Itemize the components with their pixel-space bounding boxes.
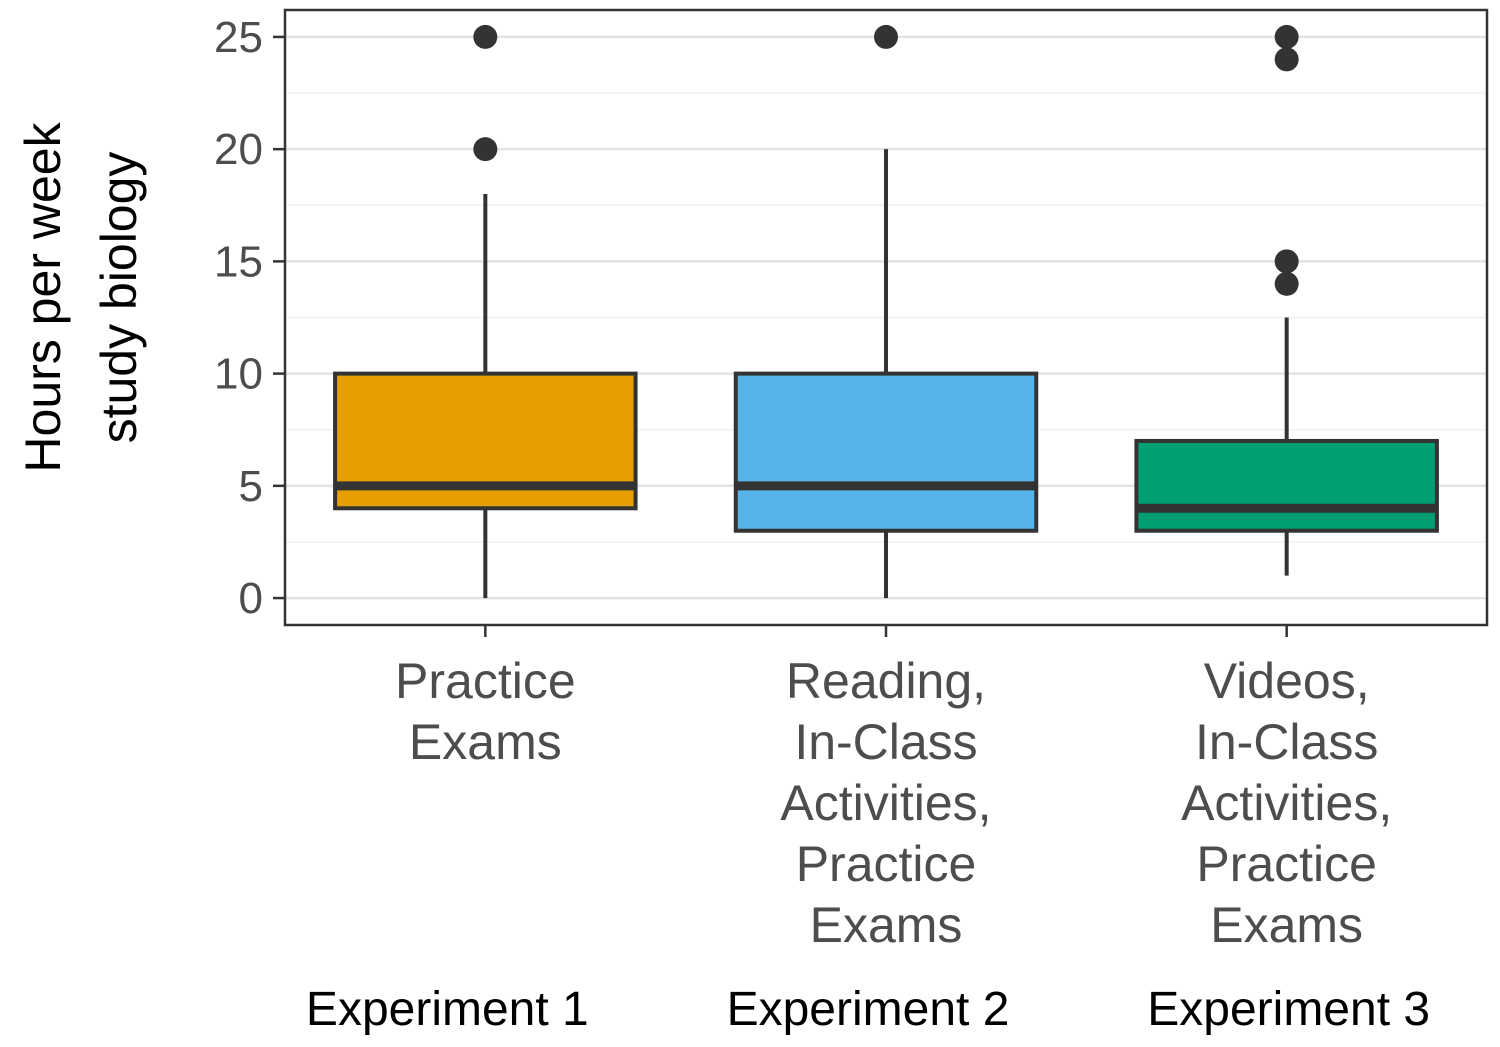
category-label-line: Exams xyxy=(409,714,562,770)
y-axis-title-line2: study biology xyxy=(91,152,147,444)
outlier-point xyxy=(1274,249,1299,274)
box-iqr xyxy=(733,371,1039,533)
experiment-label: Experiment 2 xyxy=(727,983,1010,1036)
category-label-line: In-Class xyxy=(794,714,977,770)
category-label-line: Activities, xyxy=(780,775,991,831)
outlier-point xyxy=(1274,47,1299,72)
category-label-line: Videos, xyxy=(1204,653,1370,709)
y-tick-label: 15 xyxy=(214,237,263,286)
category-label-line: Practice xyxy=(796,836,977,892)
category-label-line: Practice xyxy=(395,653,576,709)
category-label-line: In-Class xyxy=(1195,714,1378,770)
category-label-line: Exams xyxy=(810,897,963,953)
category-label-line: Reading, xyxy=(786,653,986,709)
axes: 0 5 10 15 20 25 xyxy=(214,13,1288,637)
outlier-point xyxy=(874,24,898,49)
y-axis-title-line1: Hours per week xyxy=(15,121,71,472)
y-tick-label: 10 xyxy=(214,350,263,399)
category-label-line: Exams xyxy=(1210,897,1363,953)
category-label-line: Practice xyxy=(1196,836,1377,892)
category-label-line: Activities, xyxy=(1181,775,1392,831)
y-tick-label: 25 xyxy=(214,13,263,62)
outlier-point xyxy=(473,137,498,162)
boxes xyxy=(333,24,1439,599)
box-iqr xyxy=(1134,438,1439,533)
outlier-point xyxy=(1274,271,1299,296)
y-tick-label: 0 xyxy=(239,574,263,623)
y-tick-label: 20 xyxy=(214,125,263,174)
outlier-point xyxy=(473,24,498,49)
y-tick-label: 5 xyxy=(239,462,263,511)
experiment-label: Experiment 3 xyxy=(1147,983,1430,1036)
experiment-label: Experiment 1 xyxy=(306,983,589,1036)
outlier-point xyxy=(1274,24,1299,49)
